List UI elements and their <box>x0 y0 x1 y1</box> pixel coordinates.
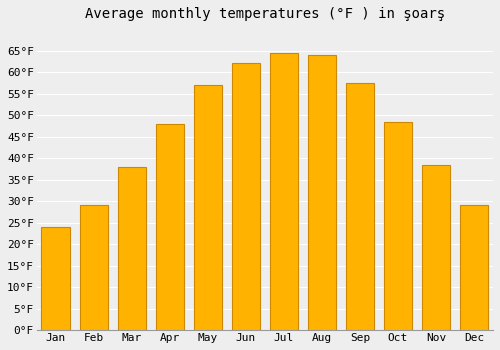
Bar <box>308 55 336 330</box>
Title: Average monthly temperatures (°F ) in şoarş: Average monthly temperatures (°F ) in şo… <box>85 7 445 21</box>
Bar <box>270 53 298 330</box>
Bar <box>42 227 70 330</box>
Bar <box>346 83 374 330</box>
Bar <box>232 63 260 330</box>
Bar <box>422 164 450 330</box>
Bar <box>80 205 108 330</box>
Bar <box>194 85 222 330</box>
Bar <box>460 205 488 330</box>
Bar <box>156 124 184 330</box>
Bar <box>384 121 412 330</box>
Bar <box>118 167 146 330</box>
